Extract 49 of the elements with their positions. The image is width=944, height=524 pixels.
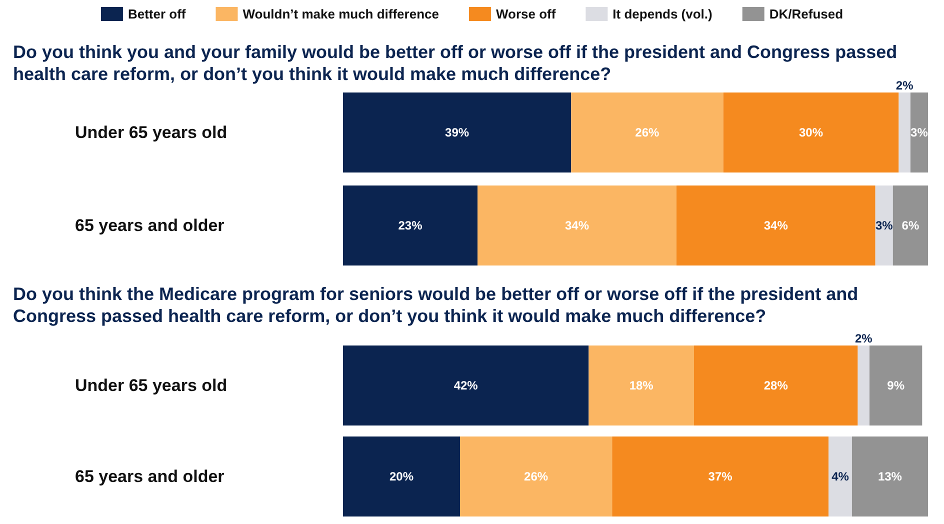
data-label: 34% [764, 218, 788, 232]
data-label: 23% [398, 218, 423, 232]
bar [875, 186, 893, 266]
bar [343, 436, 460, 516]
data-label: 3% [875, 218, 894, 232]
data-label: 37% [708, 470, 733, 484]
bar [343, 346, 589, 426]
bar [478, 186, 676, 266]
data-label: 34% [564, 218, 590, 232]
bar [852, 436, 928, 516]
bar [571, 92, 724, 172]
data-label: 13% [878, 470, 902, 484]
data-label: 28% [764, 378, 788, 392]
bar [858, 346, 870, 426]
data-label: 3% [910, 126, 928, 140]
data-label: 4% [832, 470, 850, 484]
bar [828, 436, 852, 516]
category-label: Under 65 years old [75, 376, 228, 395]
bar [460, 436, 612, 516]
bar [588, 346, 694, 426]
chart-title: Do you think the Medicare program for seniors would be better off or worse off if the president and Congress passed health care reform, or don’t you think it would make much difference? [13, 284, 864, 326]
data-label: 26% [524, 470, 548, 484]
bar [898, 92, 910, 172]
bar [892, 186, 928, 266]
legend-label: Wouldn’t make much difference [242, 6, 439, 22]
bar [343, 92, 572, 172]
data-label: 39% [445, 126, 470, 140]
data-label: 9% [887, 378, 905, 392]
legend-label: It depends (vol.) [612, 6, 712, 22]
legend-label: Better off [128, 6, 186, 22]
bar [676, 186, 876, 266]
bar [910, 92, 928, 172]
data-label: 2% [854, 332, 873, 346]
bar [723, 92, 899, 172]
bar [612, 436, 829, 516]
data-label: 30% [798, 126, 824, 140]
legend-label: DK/Refused [769, 6, 844, 22]
bar [870, 346, 922, 426]
legend-label: Worse off [496, 6, 556, 22]
data-label: 18% [629, 378, 654, 392]
bar [343, 186, 478, 266]
category-label: Under 65 years old [75, 123, 228, 142]
category-label: 65 years and older [75, 216, 224, 235]
data-label: 26% [635, 126, 660, 140]
category-label: 65 years and older [75, 467, 224, 486]
data-label: 42% [454, 378, 478, 392]
data-label: 6% [902, 218, 920, 232]
bar [694, 346, 858, 426]
data-label: 20% [389, 470, 414, 484]
